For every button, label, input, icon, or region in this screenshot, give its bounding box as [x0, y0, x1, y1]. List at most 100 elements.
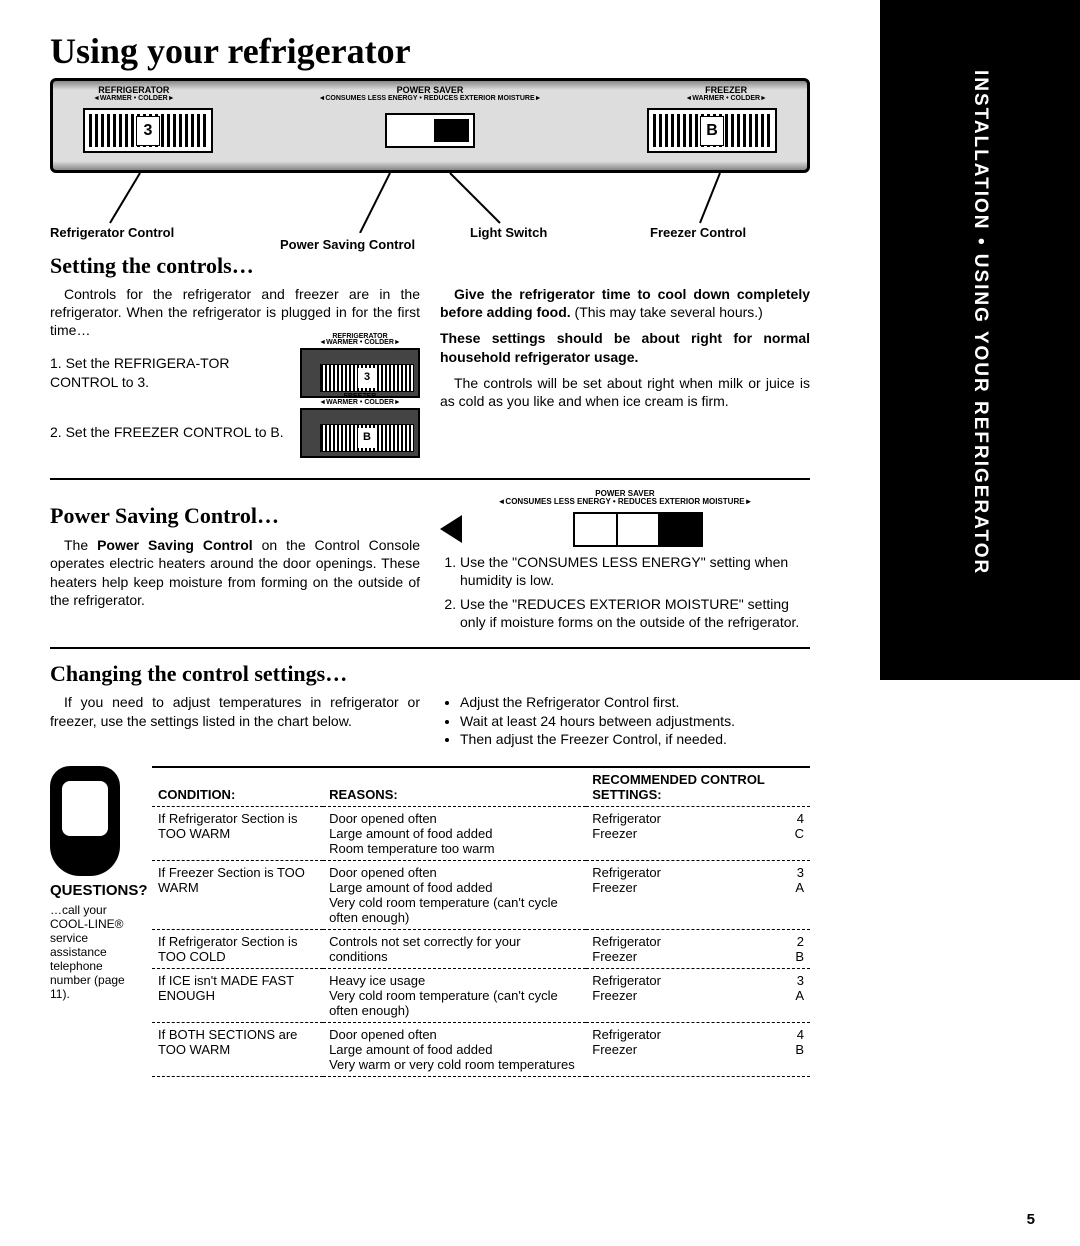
setting-right1-rest: (This may take several hours.): [571, 304, 763, 320]
ps-switch-sub: ◄CONSUMES LESS ENERGY • REDUCES EXTERIOR…: [440, 498, 810, 506]
th-settings: RECOMMENDED CONTROL SETTINGS:: [586, 767, 810, 807]
mini-dial-freezer: B: [300, 408, 420, 458]
table-row: If Freezer Section is TOO WARMDoor opene…: [152, 860, 810, 929]
setting-right-col: Give the refrigerator time to cool down …: [440, 285, 810, 468]
power-switch: [385, 113, 475, 148]
section-power-saving: Power Saving Control… The Power Saving C…: [50, 490, 810, 638]
cell-condition: If Refrigerator Section is TOO WARM: [152, 806, 323, 860]
ps-switch-row: [440, 506, 810, 553]
side-tab-line2: USING YOUR REFRIGERATOR: [970, 254, 991, 576]
power-right-col: POWER SAVER ◄CONSUMES LESS ENERGY • REDU…: [440, 490, 810, 638]
fridge-dial: 3: [83, 108, 213, 153]
power-item1: Use the "CONSUMES LESS ENERGY" setting w…: [460, 553, 810, 589]
page-number: 5: [1027, 1211, 1035, 1228]
mini-freezer-label: FREEZER ◄WARMER • COLDER►: [300, 394, 420, 407]
power-intro-pre: The: [64, 537, 97, 553]
setting-step-2: 2. Set the FREEZER CONTROL to B. FREEZER…: [50, 408, 420, 458]
power-intro-bold: Power Saving Control: [97, 537, 253, 553]
setting-intro: Controls for the refrigerator and freeze…: [50, 285, 420, 340]
questions-label: QUESTIONS?: [50, 882, 140, 899]
power-item2: Use the "REDUCES EXTERIOR MOISTURE" sett…: [460, 595, 810, 631]
page-title: Using your refrigerator: [50, 30, 810, 72]
cell-condition: If BOTH SECTIONS are TOO WARM: [152, 1022, 323, 1076]
heading-power-saving: Power Saving Control…: [50, 502, 420, 531]
table-row: If ICE isn't MADE FAST ENOUGHHeavy ice u…: [152, 968, 810, 1022]
mini-freezer-sub: ◄WARMER • COLDER►: [319, 399, 401, 406]
th-condition: CONDITION:: [152, 767, 323, 807]
power-list: Use the "CONSUMES LESS ENERGY" setting w…: [440, 553, 810, 632]
divider: [50, 647, 810, 649]
main-content: Using your refrigerator REFRIGERATOR ◄WA…: [50, 30, 810, 1077]
phone-icon: [50, 766, 120, 876]
side-tab: INSTALLATION • USING YOUR REFRIGERATOR: [880, 0, 1080, 680]
setting-left-col: Controls for the refrigerator and freeze…: [50, 285, 420, 468]
freezer-dial: B: [647, 108, 777, 153]
mini-dial-freezer-wrap: FREEZER ◄WARMER • COLDER► B: [300, 408, 420, 458]
arrow-left-icon: [440, 515, 462, 543]
ps-switch-seg: [575, 514, 618, 545]
changing-right-col: Adjust the Refrigerator Control first. W…: [440, 693, 810, 756]
cell-reasons: Door opened often Large amount of food a…: [323, 1022, 586, 1076]
panel-power-label: POWER SAVER ◄CONSUMES LESS ENERGY • REDU…: [318, 86, 541, 102]
mini-fridge-value: 3: [358, 368, 376, 388]
setting-right2: These settings should be about right for…: [440, 329, 810, 365]
th-reasons: REASONS:: [323, 767, 586, 807]
cell-condition: If ICE isn't MADE FAST ENOUGH: [152, 968, 323, 1022]
ps-switch-seg: [660, 514, 701, 545]
table-side: QUESTIONS? …call your COOL-LINE® service…: [50, 766, 140, 1077]
callout-fridge: Refrigerator Control: [50, 225, 174, 240]
troubleshoot-wrap: QUESTIONS? …call your COOL-LINE® service…: [50, 766, 810, 1077]
divider: [50, 478, 810, 480]
callout-light: Light Switch: [470, 225, 547, 240]
power-intro: The Power Saving Control on the Control …: [50, 536, 420, 609]
mini-freezer-value: B: [358, 428, 376, 448]
panel-freezer-label: FREEZER ◄WARMER • COLDER►: [685, 86, 767, 102]
section-changing: If you need to adjust temperatures in re…: [50, 693, 810, 756]
table-row: If BOTH SECTIONS are TOO WARMDoor opened…: [152, 1022, 810, 1076]
power-switch-inner: [434, 119, 469, 142]
troubleshoot-table: CONDITION: REASONS: RECOMMENDED CONTROL …: [152, 766, 810, 1077]
table-body: If Refrigerator Section is TOO WARMDoor …: [152, 806, 810, 1076]
ps-switch-seg: [618, 514, 661, 545]
cell-settings: Refrigerator2FreezerB: [586, 929, 810, 968]
callout-lines: [50, 173, 810, 233]
mini-dial-fridge: 3: [300, 348, 420, 398]
mini-dial-inner: B: [320, 424, 414, 452]
panel-power-sub: ◄CONSUMES LESS ENERGY • REDUCES EXTERIOR…: [318, 95, 541, 102]
changing-b2: Wait at least 24 hours between adjustmen…: [460, 712, 810, 730]
cell-reasons: Door opened often Large amount of food a…: [323, 806, 586, 860]
heading-setting-controls: Setting the controls…: [50, 253, 810, 279]
power-left-col: Power Saving Control… The Power Saving C…: [50, 490, 420, 638]
ps-switch: [573, 512, 703, 547]
fridge-dial-value: 3: [136, 116, 160, 146]
mini-dial-fridge-wrap: REFRIGERATOR ◄WARMER • COLDER► 3: [300, 348, 420, 398]
table-header-row: CONDITION: REASONS: RECOMMENDED CONTROL …: [152, 767, 810, 807]
cell-reasons: Door opened often Large amount of food a…: [323, 860, 586, 929]
changing-left-col: If you need to adjust temperatures in re…: [50, 693, 420, 756]
side-tab-dot: •: [970, 238, 991, 247]
step2-text: 2. Set the FREEZER CONTROL to B.: [50, 423, 290, 441]
callout-freezer: Freezer Control: [650, 225, 746, 240]
panel-power-title: POWER SAVER: [397, 85, 464, 95]
step1-text: 1. Set the REFRIGERA-TOR CONTROL to 3.: [50, 354, 290, 390]
setting-step-1: 1. Set the REFRIGERA-TOR CONTROL to 3. R…: [50, 348, 420, 398]
mini-dial-inner: 3: [320, 364, 414, 392]
table-row: If Refrigerator Section is TOO WARMDoor …: [152, 806, 810, 860]
panel-fridge-title: REFRIGERATOR: [98, 85, 169, 95]
panel-fridge-label: REFRIGERATOR ◄WARMER • COLDER►: [93, 86, 175, 102]
setting-right3: The controls will be set about right whe…: [440, 374, 810, 410]
panel-freezer-sub: ◄WARMER • COLDER►: [685, 95, 767, 102]
cell-settings: Refrigerator4FreezerC: [586, 806, 810, 860]
panel-fridge-sub: ◄WARMER • COLDER►: [93, 95, 175, 102]
cell-settings: Refrigerator3FreezerA: [586, 968, 810, 1022]
changing-b3: Then adjust the Freezer Control, if need…: [460, 730, 810, 748]
callout-row: Refrigerator Control Power Saving Contro…: [50, 181, 810, 241]
setting-right1: Give the refrigerator time to cool down …: [440, 285, 810, 321]
questions-text: …call your COOL-LINE® service assistance…: [50, 903, 140, 1001]
setting-steps: 1. Set the REFRIGERA-TOR CONTROL to 3. R…: [50, 348, 420, 458]
heading-changing: Changing the control settings…: [50, 661, 810, 687]
table-row: If Refrigerator Section is TOO COLDContr…: [152, 929, 810, 968]
side-tab-line1: INSTALLATION: [970, 70, 991, 231]
changing-b1: Adjust the Refrigerator Control first.: [460, 693, 810, 711]
panel-freezer-title: FREEZER: [705, 85, 747, 95]
